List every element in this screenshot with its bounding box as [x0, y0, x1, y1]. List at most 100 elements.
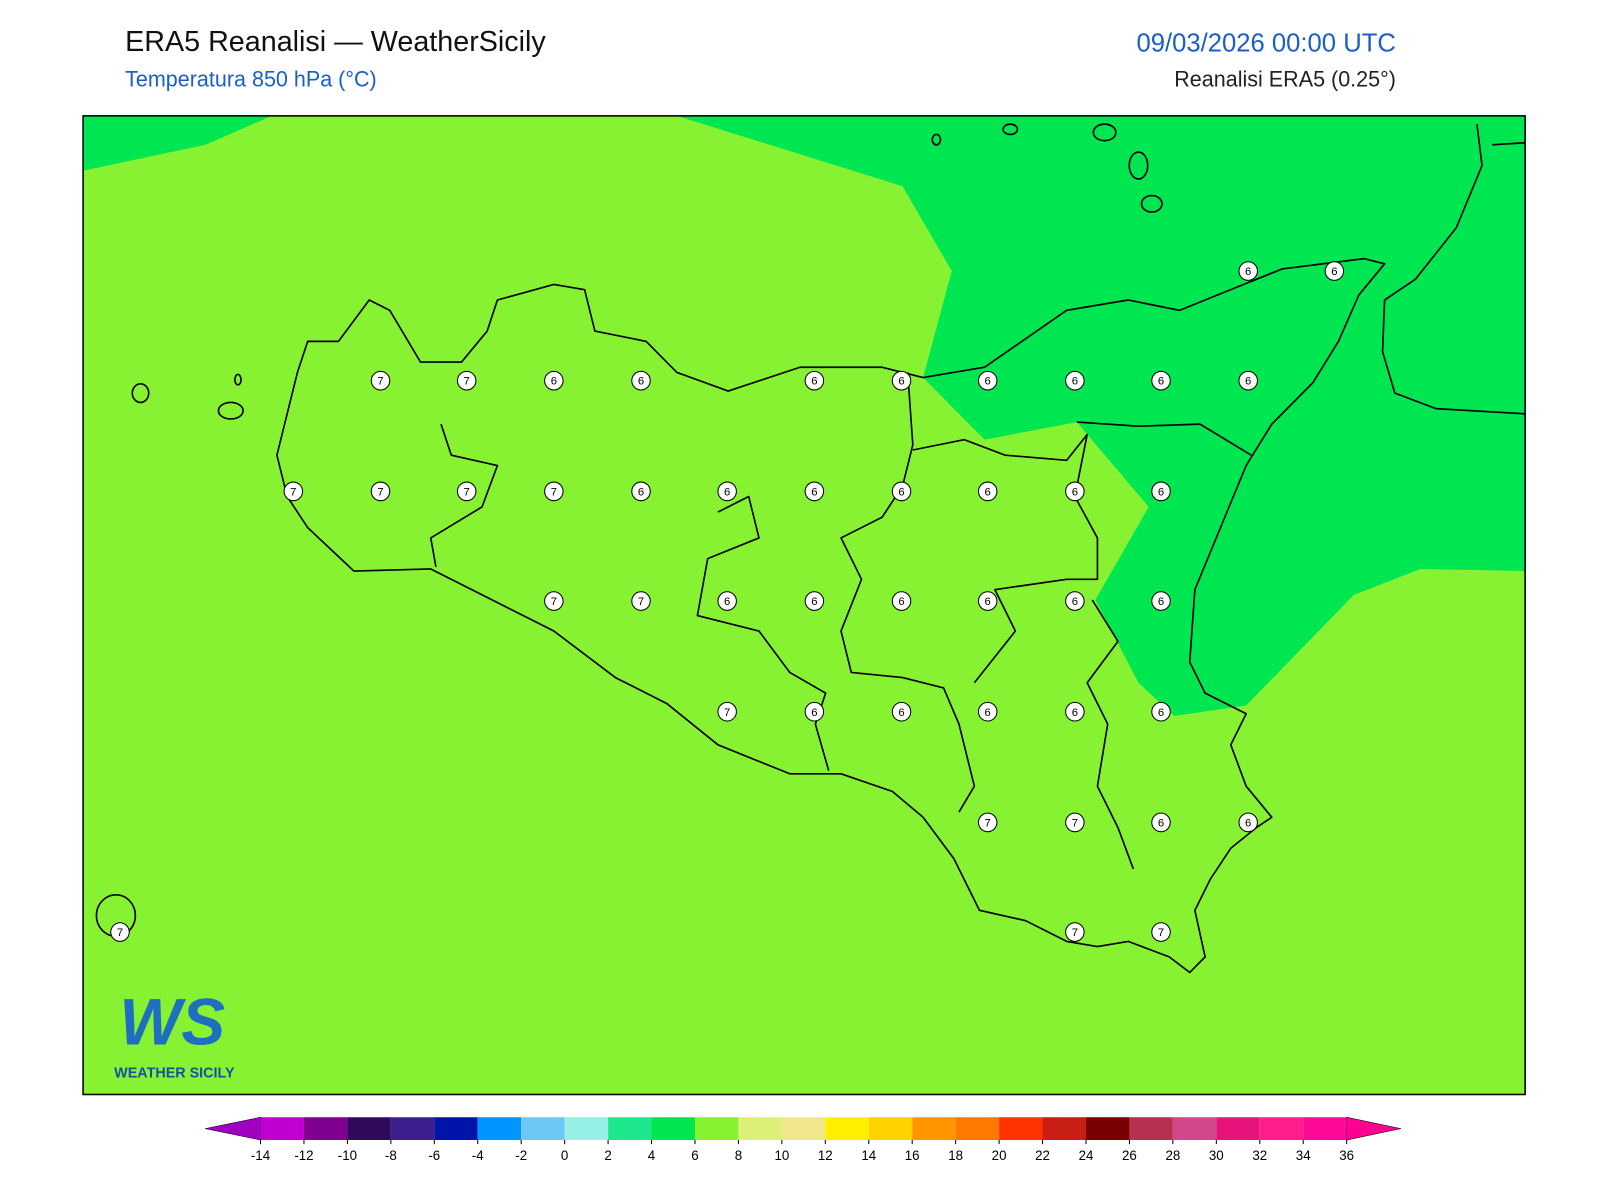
colorbar-tick-label: 32 — [1252, 1148, 1267, 1163]
station-value: 6 — [985, 376, 991, 388]
colorbar-segment — [651, 1117, 695, 1140]
station-value: 6 — [1158, 707, 1164, 719]
station-marker — [891, 370, 912, 391]
station-marker — [456, 370, 477, 391]
station-value: 6 — [1158, 486, 1164, 498]
colorbar-tick-label: 4 — [648, 1148, 656, 1163]
colorbar-tick-label: -6 — [428, 1148, 440, 1163]
source: Reanalisi ERA5 (0.25°) — [1174, 66, 1396, 91]
station-marker — [631, 591, 651, 611]
colorbar-segment — [260, 1117, 304, 1140]
colorbar-tick-label: 10 — [774, 1148, 789, 1163]
station-value: 6 — [898, 486, 904, 498]
colorbar-segment — [1129, 1117, 1173, 1140]
station-value: 7 — [724, 707, 730, 719]
logo-text: WEATHER SICILY — [114, 1066, 235, 1082]
station-value: 6 — [1158, 376, 1164, 388]
station-value: 7 — [638, 596, 644, 608]
station-marker — [717, 591, 737, 611]
station-marker — [1065, 591, 1085, 611]
station-value: 6 — [1158, 817, 1164, 829]
station-marker — [804, 701, 825, 722]
station-marker — [1151, 812, 1171, 833]
station-value: 7 — [377, 486, 383, 498]
station-value: 6 — [1245, 817, 1251, 829]
colorbar-segment — [608, 1117, 652, 1140]
colorbar-tick-label: 28 — [1165, 1148, 1180, 1163]
station-value: 6 — [898, 596, 904, 608]
colorbar-tick-label: 20 — [992, 1148, 1007, 1163]
station-marker — [804, 591, 825, 611]
colorbar-tick-label: 12 — [818, 1148, 833, 1163]
station-value: 6 — [724, 596, 730, 608]
colorbar-segment — [390, 1117, 435, 1140]
station-value: 6 — [1072, 486, 1078, 498]
colorbar-tick-label: 14 — [861, 1148, 876, 1163]
station-marker — [977, 591, 998, 611]
logo-mark: WS — [119, 984, 225, 1058]
station-value: 7 — [551, 596, 557, 608]
colorbar-tick-label: 34 — [1296, 1148, 1311, 1163]
station-value: 6 — [1072, 707, 1078, 719]
colorbar-segment — [347, 1117, 391, 1140]
colorbar-segment — [912, 1117, 956, 1140]
station-value: 7 — [290, 486, 296, 498]
station-value: 6 — [1245, 266, 1251, 278]
colorbar-segment — [1172, 1117, 1217, 1140]
station-marker — [456, 481, 477, 502]
colorbar-segment — [999, 1117, 1043, 1140]
map-frame — [82, 115, 1526, 1096]
station-marker — [283, 481, 304, 502]
colorbar-tick-label: 24 — [1079, 1148, 1094, 1163]
station-marker — [1065, 370, 1085, 391]
colorbar-segment — [781, 1117, 826, 1140]
colorbar-tick-label: 36 — [1339, 1148, 1354, 1163]
station-marker — [544, 591, 564, 611]
station-value: 6 — [985, 596, 991, 608]
station-marker — [1065, 701, 1085, 722]
colorbar-tick-label: 16 — [905, 1148, 920, 1163]
station-marker — [891, 481, 912, 502]
station-marker — [1151, 591, 1171, 611]
station-value: 6 — [638, 486, 644, 498]
station-marker — [1151, 481, 1171, 502]
subtitle: Temperatura 850 hPa (°C) — [125, 66, 377, 91]
title: ERA5 Reanalisi — WeatherSicily — [125, 26, 546, 58]
colorbar-tick-label: -8 — [385, 1148, 397, 1163]
station-marker — [717, 701, 737, 722]
station-value: 7 — [985, 817, 991, 829]
station-value: 6 — [811, 376, 817, 388]
station-value: 6 — [811, 596, 817, 608]
station-value: 7 — [377, 376, 383, 388]
station-marker — [1238, 261, 1258, 281]
colorbar-under — [205, 1116, 261, 1141]
station-marker — [370, 481, 391, 502]
station-marker — [1151, 701, 1171, 722]
datetime: 09/03/2026 00:00 UTC — [1136, 29, 1395, 57]
station-value: 6 — [1158, 596, 1164, 608]
station-marker — [544, 481, 564, 502]
station-value: 6 — [1331, 266, 1337, 278]
station-value: 6 — [985, 707, 991, 719]
coastline — [276, 257, 1386, 974]
colorbar-tick-label: 0 — [561, 1148, 568, 1163]
islands — [95, 123, 1163, 938]
station-marker — [1324, 261, 1345, 281]
colorbar-tick-label: 6 — [691, 1148, 698, 1163]
colorbar-segment — [1085, 1117, 1130, 1140]
colorbar-tick-label: 22 — [1035, 1148, 1050, 1163]
station-marker — [977, 370, 998, 391]
station-value: 6 — [811, 486, 817, 498]
station-marker — [1065, 812, 1085, 833]
station-value: 6 — [551, 376, 557, 388]
station-marker — [804, 370, 825, 391]
station-marker — [804, 481, 825, 502]
colorbar-tick-label: 2 — [604, 1148, 611, 1163]
station-value: 6 — [1072, 596, 1078, 608]
temperature-region — [83, 115, 272, 171]
colorbar-segment — [825, 1117, 869, 1140]
station-marker — [1238, 370, 1258, 391]
station-value: 7 — [1158, 927, 1164, 939]
station-value: 6 — [1245, 376, 1251, 388]
